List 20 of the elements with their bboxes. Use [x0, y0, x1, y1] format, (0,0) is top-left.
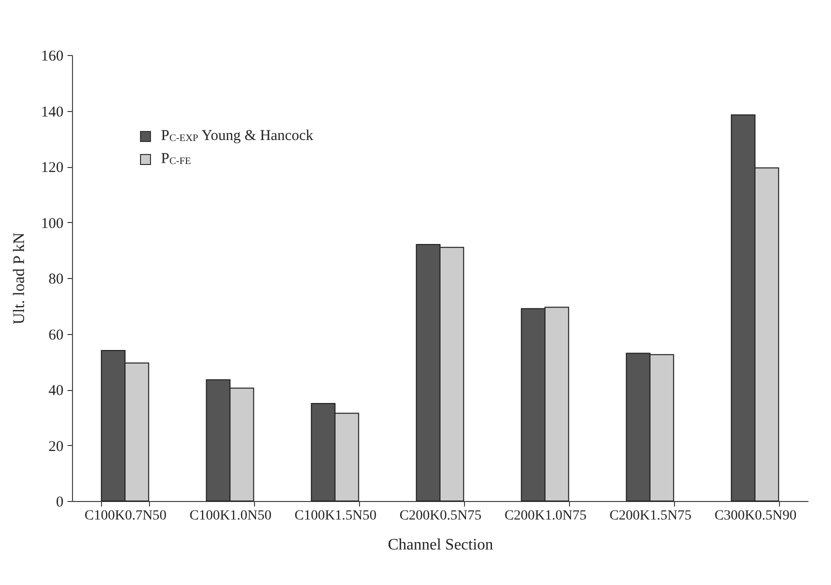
- y-tick-label: 80: [48, 272, 64, 288]
- x-tick-label: C300K0.5N90: [714, 508, 797, 524]
- y-tick-label: 140: [41, 104, 64, 120]
- x-tick-label: C100K1.0N50: [189, 508, 272, 524]
- y-tick-label: 60: [48, 327, 64, 344]
- x-tick-label: C200K1.5N75: [609, 508, 692, 524]
- y-tick-label: 100: [41, 216, 64, 232]
- y-tick-label: 40: [48, 383, 64, 399]
- legend-label: P$_{C-FE}$: [161, 151, 192, 168]
- x-tick-label: C200K0.5N75: [399, 508, 482, 524]
- y-tick-label: 0: [56, 494, 64, 510]
- y-tick-label: 20: [48, 438, 64, 455]
- y-axis-title: Ult. load P kN: [11, 232, 28, 324]
- y-tick-label: 160: [41, 48, 64, 64]
- x-tick-label: C200K1.0N75: [504, 508, 587, 524]
- legend-label: P$_{C-EXP}$ Young & Hancock: [161, 128, 314, 145]
- x-axis-title: Channel Section: [388, 536, 494, 554]
- y-tick-label: 120: [41, 160, 64, 176]
- x-tick-label: C100K1.5N50: [294, 508, 377, 524]
- x-tick-label: C100K0.7N50: [84, 508, 167, 524]
